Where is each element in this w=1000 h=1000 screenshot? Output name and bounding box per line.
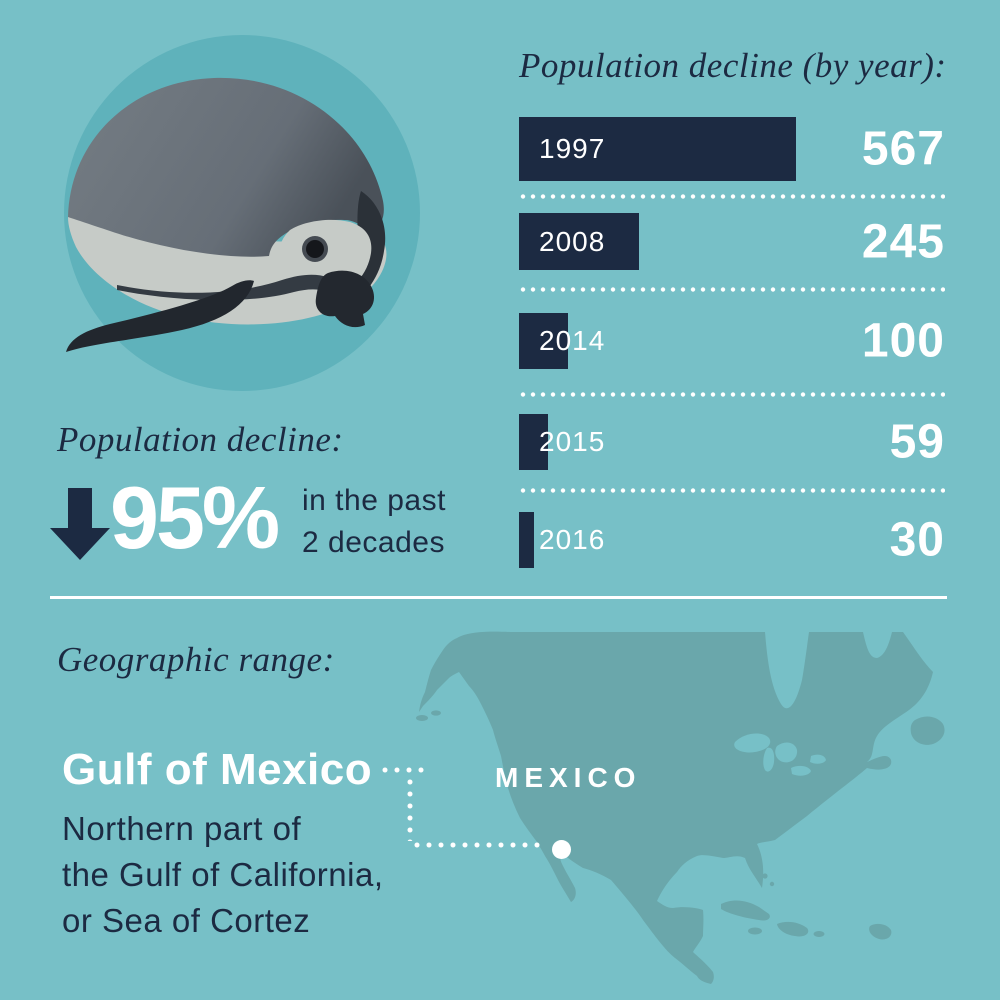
bar-value: 245 — [861, 215, 945, 268]
vaquita-porpoise-head-icon — [64, 35, 420, 391]
chart-row-2008: 2008 245 — [519, 213, 945, 270]
bar-year-label: 2008 — [539, 225, 606, 257]
leader-line-horizontal — [382, 767, 430, 773]
location-description: Northern part of the Gulf of California,… — [62, 806, 384, 944]
bar-value: 30 — [889, 513, 945, 567]
cuba-island — [721, 900, 770, 921]
aleutian-island — [431, 710, 441, 716]
leader-line-horizontal — [414, 842, 542, 848]
aleutian-island — [416, 715, 428, 721]
bar-2016 — [519, 512, 534, 568]
chart-title: Population decline (by year): — [519, 46, 947, 85]
decline-percent: 95% — [110, 468, 280, 567]
porpoise-head-dome — [68, 77, 384, 257]
bahamas-island — [769, 881, 775, 887]
bar-year-label: 2016 — [539, 524, 606, 555]
map-label-mexico: MEXICO — [495, 762, 642, 793]
location-description-line2: the Gulf of California, — [62, 856, 384, 893]
location-description-line3: or Sea of Cortez — [62, 902, 311, 939]
decline-caption: in the past 2 decades — [302, 480, 446, 564]
population-bar-chart: 1997 567 2008 245 2014 100 2015 59 2016 30 — [519, 117, 945, 568]
lake-huron — [775, 742, 798, 763]
chart-row-1997: 1997 567 — [519, 117, 945, 181]
antilles-island — [869, 923, 892, 940]
dotted-separator — [519, 287, 945, 292]
decline-title: Population decline: — [57, 420, 344, 459]
bar-2015 — [519, 414, 548, 470]
geographic-range-title: Geographic range: — [57, 640, 335, 679]
bar-year-label: 2014 — [539, 325, 606, 356]
bar-1997 — [519, 117, 796, 181]
lake-michigan — [763, 747, 775, 772]
porpoise-mouth-line — [117, 274, 342, 301]
newfoundland-island — [910, 716, 945, 745]
porpoise-flipper — [66, 280, 254, 352]
bar-value: 59 — [889, 415, 945, 469]
chart-row-2016: 2016 30 — [519, 512, 945, 568]
jamaica-island — [748, 927, 762, 935]
lake-erie — [791, 765, 811, 776]
bahamas-island — [762, 873, 768, 879]
bar-value: 567 — [861, 122, 945, 176]
bar-year-label: 2015 — [539, 426, 606, 457]
lake-ontario — [810, 754, 826, 764]
chart-row-2015: 2015 59 — [519, 414, 945, 470]
chart-row-2014: 2014 100 — [519, 313, 945, 369]
bar-year-label: 1997 — [539, 133, 606, 164]
decline-caption-line2: 2 decades — [302, 526, 445, 559]
mainland — [419, 631, 933, 984]
porpoise-eye — [306, 240, 324, 258]
puerto-rico-island — [813, 931, 825, 937]
section-divider — [50, 596, 947, 599]
dotted-separator — [519, 488, 945, 493]
location-description-line1: Northern part of — [62, 810, 302, 847]
bar-2008 — [519, 213, 639, 270]
hispaniola-island — [777, 921, 809, 937]
location-marker-dot — [552, 840, 571, 859]
lake-superior — [734, 733, 771, 753]
north-america-map — [416, 631, 945, 984]
down-arrow-icon — [50, 488, 110, 560]
decline-caption-line1: in the past — [302, 484, 446, 517]
bar-value: 100 — [861, 314, 945, 368]
leader-line-vertical — [407, 779, 413, 841]
location-name: Gulf of Mexico — [62, 745, 373, 794]
porpoise-beak — [315, 270, 375, 328]
dotted-separator — [519, 194, 945, 199]
dotted-separator — [519, 392, 945, 397]
bar-2014 — [519, 313, 568, 369]
